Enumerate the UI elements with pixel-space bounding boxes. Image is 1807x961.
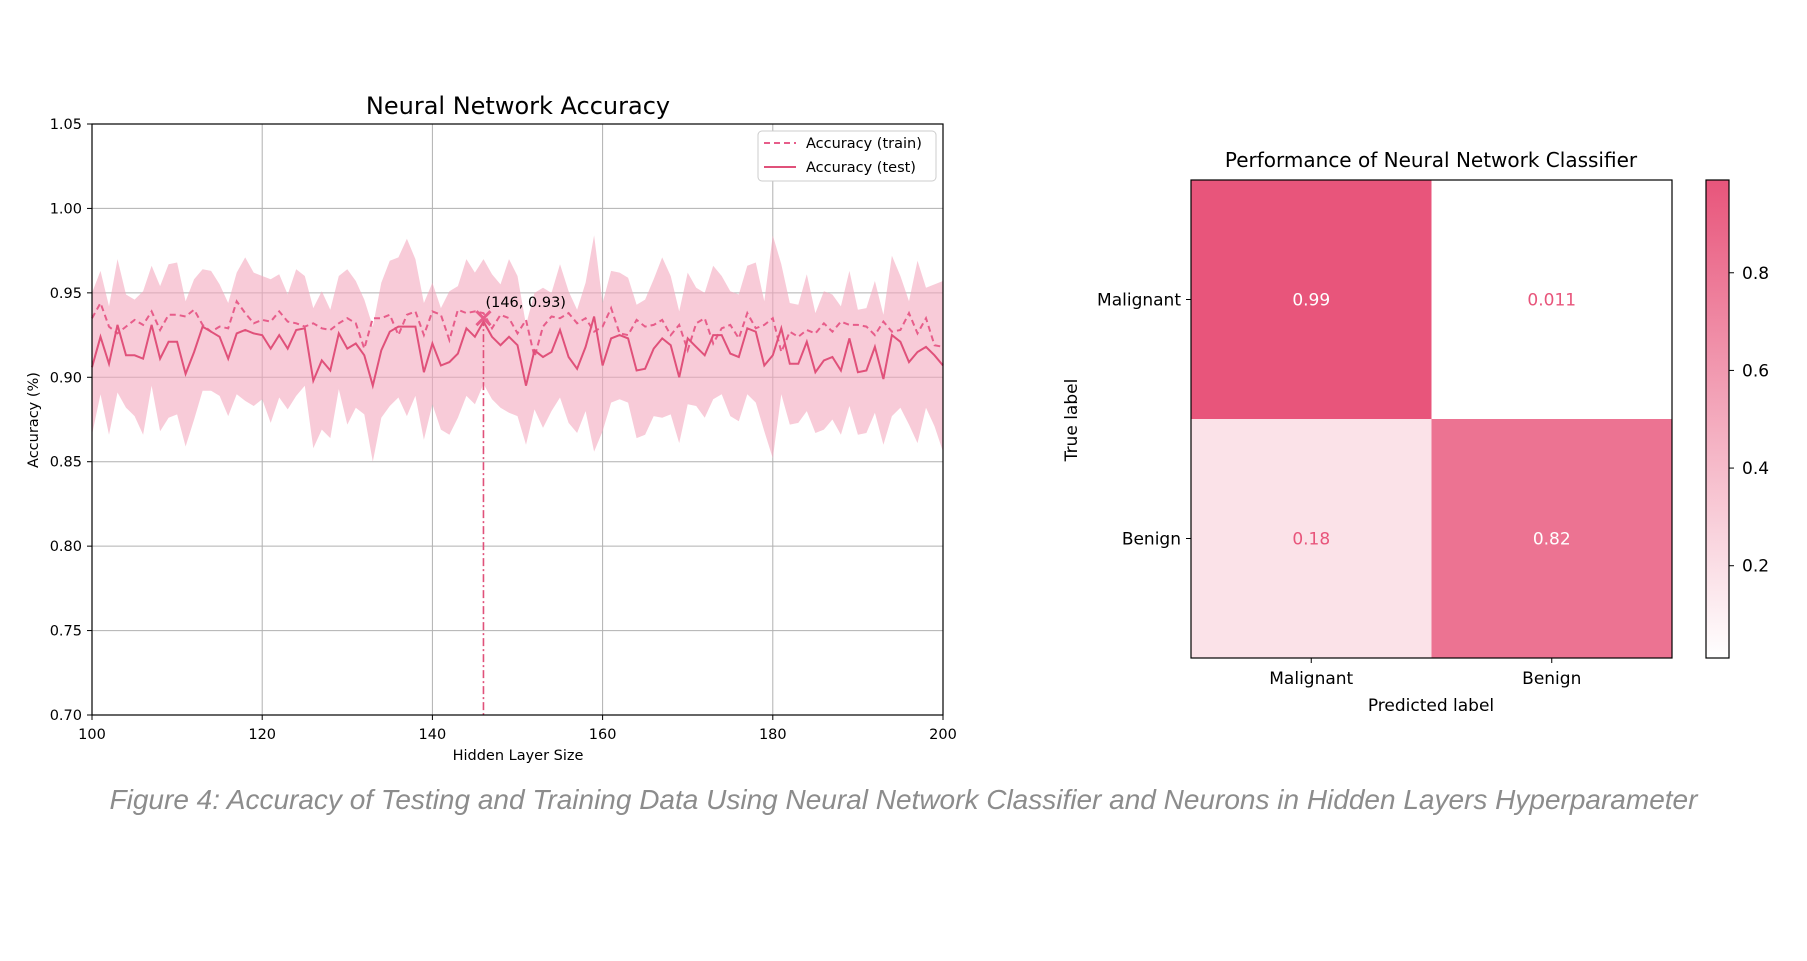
confusion-cell-value: 0.011 [1527,291,1576,311]
confusion-matrix-title: Performance of Neural Network Classifier [1225,148,1638,172]
x-category-label: Benign [1522,669,1581,689]
best-point-marker [475,310,492,327]
colorbar-tick-label: 0.8 [1742,264,1769,284]
figure-caption: Figure 4: Accuracy of Testing and Traini… [109,784,1698,815]
y-axis-ticks: 0.70 0.75 0.80 0.85 0.90 0.95 1.00 1.05 [50,117,92,724]
confusion-cell [1191,180,1432,419]
x-tick-label: 120 [248,727,276,743]
confusion-cell [1431,419,1672,658]
best-point-annotation: (146, 0.93) [485,295,565,311]
colorbar-tick-label: 0.2 [1742,557,1769,577]
line-chart-frame [91,123,944,716]
confusion-cell-value: 0.18 [1292,530,1330,550]
line-chart: Neural Network Accuracy (146, 0.93) 100 1… [26,92,957,764]
y-tick-label: 1.00 [50,201,82,217]
confusion-matrix: Performance of Neural Network Classifier… [1062,148,1769,716]
confusion-cell [1191,419,1432,658]
y-category-label: Benign [1122,530,1181,550]
x-axis-ticks: 100 120 140 160 180 200 [78,715,957,743]
y-tick-label: 0.90 [50,370,82,386]
x-tick-label: 160 [589,727,617,743]
true-label: True label [1062,379,1082,463]
legend-train-label: Accuracy (train) [806,136,922,152]
y-tick-label: 0.70 [50,708,82,724]
y-tick-label: 0.75 [50,624,82,640]
y-tick-label: 0.95 [50,286,82,302]
confusion-matrix-axis-labels: Malignant Benign Malignant Benign [1097,291,1581,690]
train-accuracy-line [91,299,944,358]
x-category-label: Malignant [1269,669,1353,689]
x-tick-label: 100 [78,727,106,743]
legend: Accuracy (train) Accuracy (test) [757,130,937,182]
y-axis-label: Accuracy (%) [26,372,42,468]
confusion-cell [1431,180,1672,419]
x-tick-label: 200 [929,727,957,743]
y-tick-label: 0.80 [50,539,82,555]
colorbar-tick-label: 0.6 [1742,361,1769,381]
confusion-matrix-frame [1190,179,1673,659]
predicted-label: Predicted label [1368,696,1494,716]
confusion-matrix-cells: 0.99 0.011 0.18 0.82 [1191,180,1672,658]
line-chart-title: Neural Network Accuracy [366,92,670,120]
colorbar [1705,179,1730,659]
legend-box [757,130,937,182]
y-tick-label: 1.05 [50,117,82,133]
colorbar-ticks: 0.2 0.4 0.6 0.8 [1729,264,1769,577]
x-axis-label: Hidden Layer Size [453,748,584,764]
test-accuracy-line [91,316,944,390]
legend-test-label: Accuracy (test) [806,160,916,176]
confusion-cell-value: 0.82 [1533,530,1571,550]
y-tick-label: 0.85 [50,455,82,471]
colorbar-tick-label: 0.4 [1742,459,1769,479]
x-tick-label: 140 [419,727,447,743]
confusion-cell-value: 0.99 [1292,291,1330,311]
best-point-x-stroke [475,310,492,327]
x-tick-label: 180 [759,727,787,743]
y-category-label: Malignant [1097,291,1181,311]
